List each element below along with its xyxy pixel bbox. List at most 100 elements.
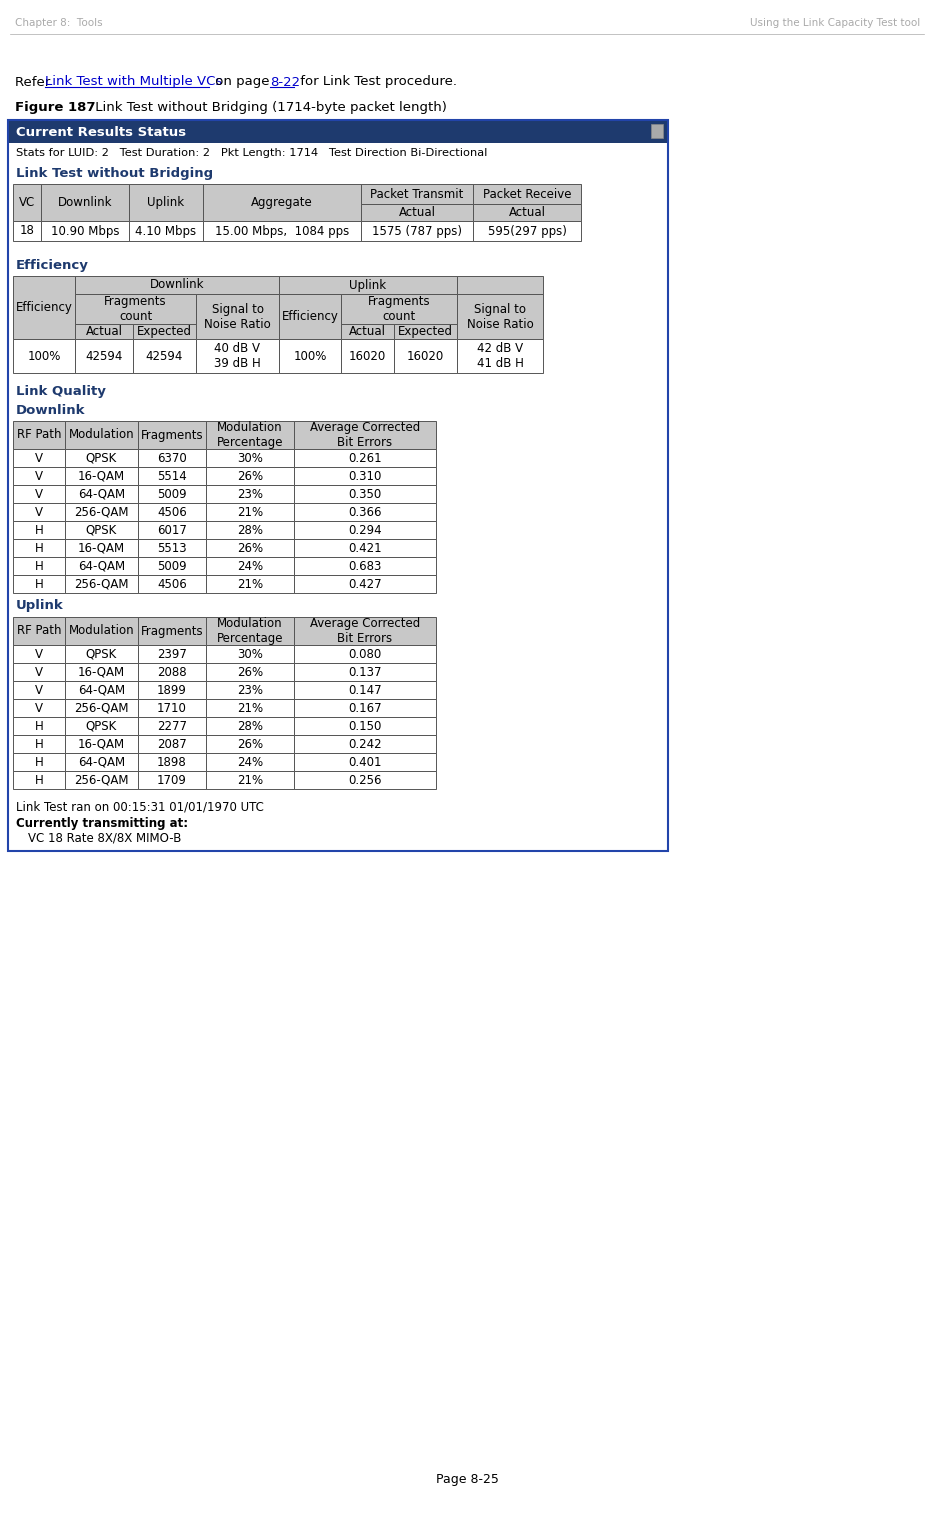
Bar xyxy=(206,645,294,663)
Bar xyxy=(75,324,133,339)
Bar xyxy=(13,734,65,752)
Bar xyxy=(138,645,206,663)
Bar xyxy=(473,185,581,204)
Bar xyxy=(13,450,65,466)
Bar xyxy=(65,450,138,466)
Text: Packet Transmit: Packet Transmit xyxy=(370,188,463,200)
Bar xyxy=(65,645,138,663)
Text: 0.366: 0.366 xyxy=(348,506,382,518)
Text: 64-QAM: 64-QAM xyxy=(78,683,125,696)
Bar xyxy=(206,421,294,450)
Bar xyxy=(65,681,138,699)
Text: V: V xyxy=(35,683,43,696)
Bar xyxy=(13,752,65,771)
Text: Modulation: Modulation xyxy=(69,428,134,442)
Bar xyxy=(13,185,41,221)
Bar xyxy=(13,484,65,503)
Text: Actual: Actual xyxy=(349,326,386,338)
Bar xyxy=(341,324,394,339)
Bar xyxy=(206,539,294,557)
Text: 16-QAM: 16-QAM xyxy=(78,666,125,678)
Text: Actual: Actual xyxy=(399,206,435,220)
Text: 256-QAM: 256-QAM xyxy=(74,506,129,518)
Bar xyxy=(138,718,206,734)
Bar xyxy=(65,718,138,734)
Bar xyxy=(129,221,203,241)
Text: 1709: 1709 xyxy=(157,774,187,786)
Text: 5514: 5514 xyxy=(157,469,187,483)
Bar xyxy=(294,681,436,699)
Text: 21%: 21% xyxy=(237,774,263,786)
Text: 256-QAM: 256-QAM xyxy=(74,577,129,590)
Text: H: H xyxy=(35,755,43,769)
Text: 64-QAM: 64-QAM xyxy=(78,488,125,501)
Text: 23%: 23% xyxy=(237,683,263,696)
Bar xyxy=(206,718,294,734)
Text: 26%: 26% xyxy=(237,737,263,751)
Text: 10.90 Mbps: 10.90 Mbps xyxy=(50,224,120,238)
Bar xyxy=(206,557,294,575)
Bar xyxy=(294,484,436,503)
Text: Packet Receive: Packet Receive xyxy=(483,188,572,200)
Bar xyxy=(138,752,206,771)
Bar xyxy=(138,663,206,681)
Text: 5513: 5513 xyxy=(157,542,187,554)
Text: 16-QAM: 16-QAM xyxy=(78,469,125,483)
Bar xyxy=(8,120,668,851)
Bar xyxy=(65,484,138,503)
Bar xyxy=(206,450,294,466)
Text: Expected: Expected xyxy=(137,326,192,338)
Text: Efficiency: Efficiency xyxy=(281,310,338,322)
Text: 1898: 1898 xyxy=(157,755,187,769)
Bar xyxy=(138,771,206,789)
Text: 4.10 Mbps: 4.10 Mbps xyxy=(135,224,196,238)
Bar xyxy=(13,681,65,699)
Text: 100%: 100% xyxy=(293,350,327,362)
Bar xyxy=(75,339,133,372)
Bar xyxy=(65,421,138,450)
Text: Fragments
count: Fragments count xyxy=(368,295,431,322)
Bar xyxy=(65,734,138,752)
Text: 1575 (787 pps): 1575 (787 pps) xyxy=(372,224,462,238)
Text: Average Corrected
Bit Errors: Average Corrected Bit Errors xyxy=(310,618,420,645)
Bar xyxy=(294,718,436,734)
Text: 15.00 Mbps,  1084 pps: 15.00 Mbps, 1084 pps xyxy=(215,224,349,238)
Text: V: V xyxy=(35,648,43,660)
Text: 64-QAM: 64-QAM xyxy=(78,755,125,769)
Text: Actual: Actual xyxy=(508,206,545,220)
Bar xyxy=(129,185,203,221)
Text: H: H xyxy=(35,719,43,733)
Bar xyxy=(294,450,436,466)
Bar xyxy=(13,221,41,241)
Bar xyxy=(75,294,196,324)
Text: 0.310: 0.310 xyxy=(348,469,382,483)
Text: Refer: Refer xyxy=(15,76,54,88)
Bar xyxy=(457,294,543,339)
Text: 5009: 5009 xyxy=(157,488,187,501)
Text: Efficiency: Efficiency xyxy=(16,301,73,313)
Bar xyxy=(138,681,206,699)
Text: 256-QAM: 256-QAM xyxy=(74,774,129,786)
Bar xyxy=(138,734,206,752)
Bar xyxy=(206,503,294,521)
Text: Average Corrected
Bit Errors: Average Corrected Bit Errors xyxy=(310,421,420,450)
Bar xyxy=(294,421,436,450)
Text: 16-QAM: 16-QAM xyxy=(78,542,125,554)
Bar xyxy=(361,204,473,221)
Bar xyxy=(294,575,436,593)
Text: 0.350: 0.350 xyxy=(348,488,382,501)
Text: Page 8-25: Page 8-25 xyxy=(435,1473,499,1487)
Text: 26%: 26% xyxy=(237,666,263,678)
Text: 8-22: 8-22 xyxy=(270,76,300,88)
Text: Modulation: Modulation xyxy=(69,624,134,637)
Text: H: H xyxy=(35,560,43,572)
Bar xyxy=(294,752,436,771)
Bar xyxy=(75,276,279,294)
Text: 16020: 16020 xyxy=(349,350,386,362)
Text: H: H xyxy=(35,737,43,751)
Text: 256-QAM: 256-QAM xyxy=(74,701,129,715)
Bar xyxy=(294,645,436,663)
Text: QPSK: QPSK xyxy=(86,719,117,733)
Text: 16-QAM: 16-QAM xyxy=(78,737,125,751)
Text: 0.150: 0.150 xyxy=(348,719,382,733)
